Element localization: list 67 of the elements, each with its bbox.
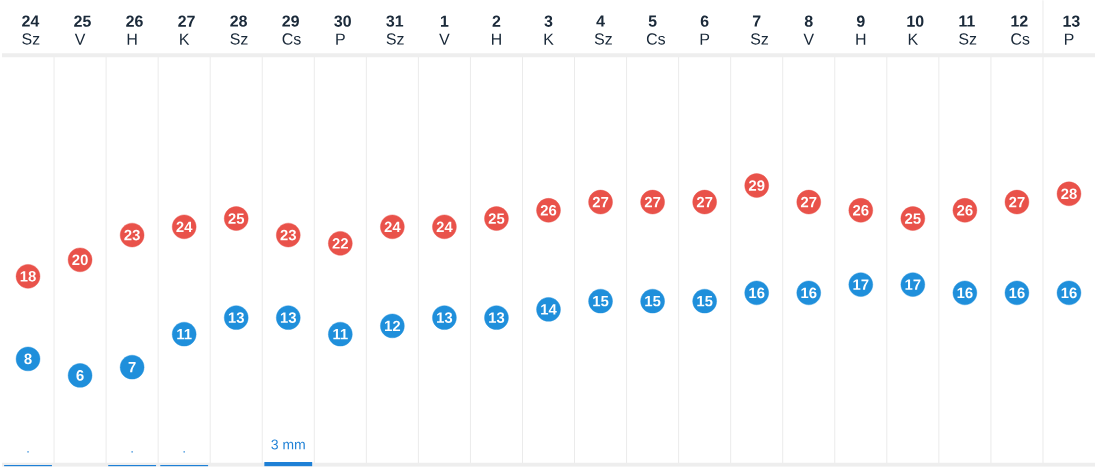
data-label: 14	[541, 304, 557, 315]
data-label: 13	[280, 312, 297, 324]
x-tick-label: 6 P	[700, 15, 710, 45]
data-label: 28	[1061, 188, 1077, 200]
data-label: .	[27, 451, 29, 453]
data-label: 15	[593, 296, 609, 307]
data-label: 6	[76, 370, 84, 381]
data-label: .	[183, 451, 185, 453]
data-label: 16	[957, 287, 973, 299]
data-label: 27	[592, 197, 609, 208]
data-label: 13	[489, 312, 505, 324]
x-tick-label: 28 Sz	[230, 15, 248, 45]
data-label: 12	[384, 320, 401, 332]
data-label: 26	[957, 205, 973, 216]
x-tick-label: 30 P	[334, 15, 351, 45]
data-label: 8	[24, 353, 32, 365]
data-label: 22	[332, 238, 349, 249]
data-label: 25	[228, 213, 245, 225]
data-label: 17	[905, 279, 921, 290]
data-label: 23	[124, 229, 140, 241]
data-label: 16	[801, 287, 817, 299]
data-label: 25	[488, 213, 505, 225]
data-label: 15	[697, 296, 713, 307]
data-label: 18	[20, 271, 36, 282]
x-tick-label: 3 K	[544, 15, 554, 45]
x-tick-label: 5 Cs	[646, 15, 666, 45]
x-tick-label: 29 Cs	[282, 15, 301, 45]
data-label: 3 mm	[271, 439, 305, 450]
x-tick-label: 2 H	[492, 15, 501, 45]
data-label: 24	[436, 221, 453, 233]
x-tick-label: 8 V	[803, 15, 814, 45]
data-label: 29	[748, 180, 765, 192]
data-label: 13	[228, 312, 244, 324]
x-tick-label: 9 H	[856, 15, 866, 45]
x-tick-label: 10 K	[907, 15, 924, 45]
data-label: 15	[645, 296, 661, 307]
data-label: 24	[384, 221, 401, 233]
x-tick-label: 26 H	[126, 15, 143, 45]
data-label: 16	[749, 287, 765, 299]
data-label: 16	[1009, 287, 1025, 299]
data-label: 26	[540, 205, 557, 216]
x-tick-label: 25 V	[74, 15, 91, 45]
x-tick-label: 13 P	[1063, 15, 1080, 45]
data-label: 13	[437, 312, 453, 324]
data-label: 20	[72, 254, 88, 266]
data-label: .	[131, 451, 133, 453]
x-tick-label: 4 Sz	[594, 15, 612, 45]
data-label: 27	[644, 197, 661, 208]
x-tick-label: 27 K	[178, 15, 195, 45]
data-label: 7	[128, 362, 136, 373]
x-tick-label: 12 Cs	[1011, 15, 1030, 45]
data-label: 23	[280, 229, 297, 241]
data-label: 26	[853, 205, 869, 216]
data-label: 27	[1009, 197, 1025, 208]
data-label: 27	[696, 197, 713, 208]
data-label: 11	[177, 329, 192, 340]
x-tick-label: 1 V	[439, 15, 450, 45]
data-label: 24	[176, 221, 193, 233]
data-label: 25	[905, 213, 921, 225]
data-label: 17	[853, 279, 869, 290]
x-tick-label: 7 Sz	[750, 15, 769, 45]
x-tick-label: 24 Sz	[22, 15, 40, 45]
x-tick-label: 11 Sz	[959, 15, 977, 45]
data-label: 16	[1061, 287, 1077, 299]
data-label: 27	[800, 197, 817, 208]
data-label: 11	[333, 329, 348, 340]
x-tick-label: 31 Sz	[386, 15, 404, 45]
